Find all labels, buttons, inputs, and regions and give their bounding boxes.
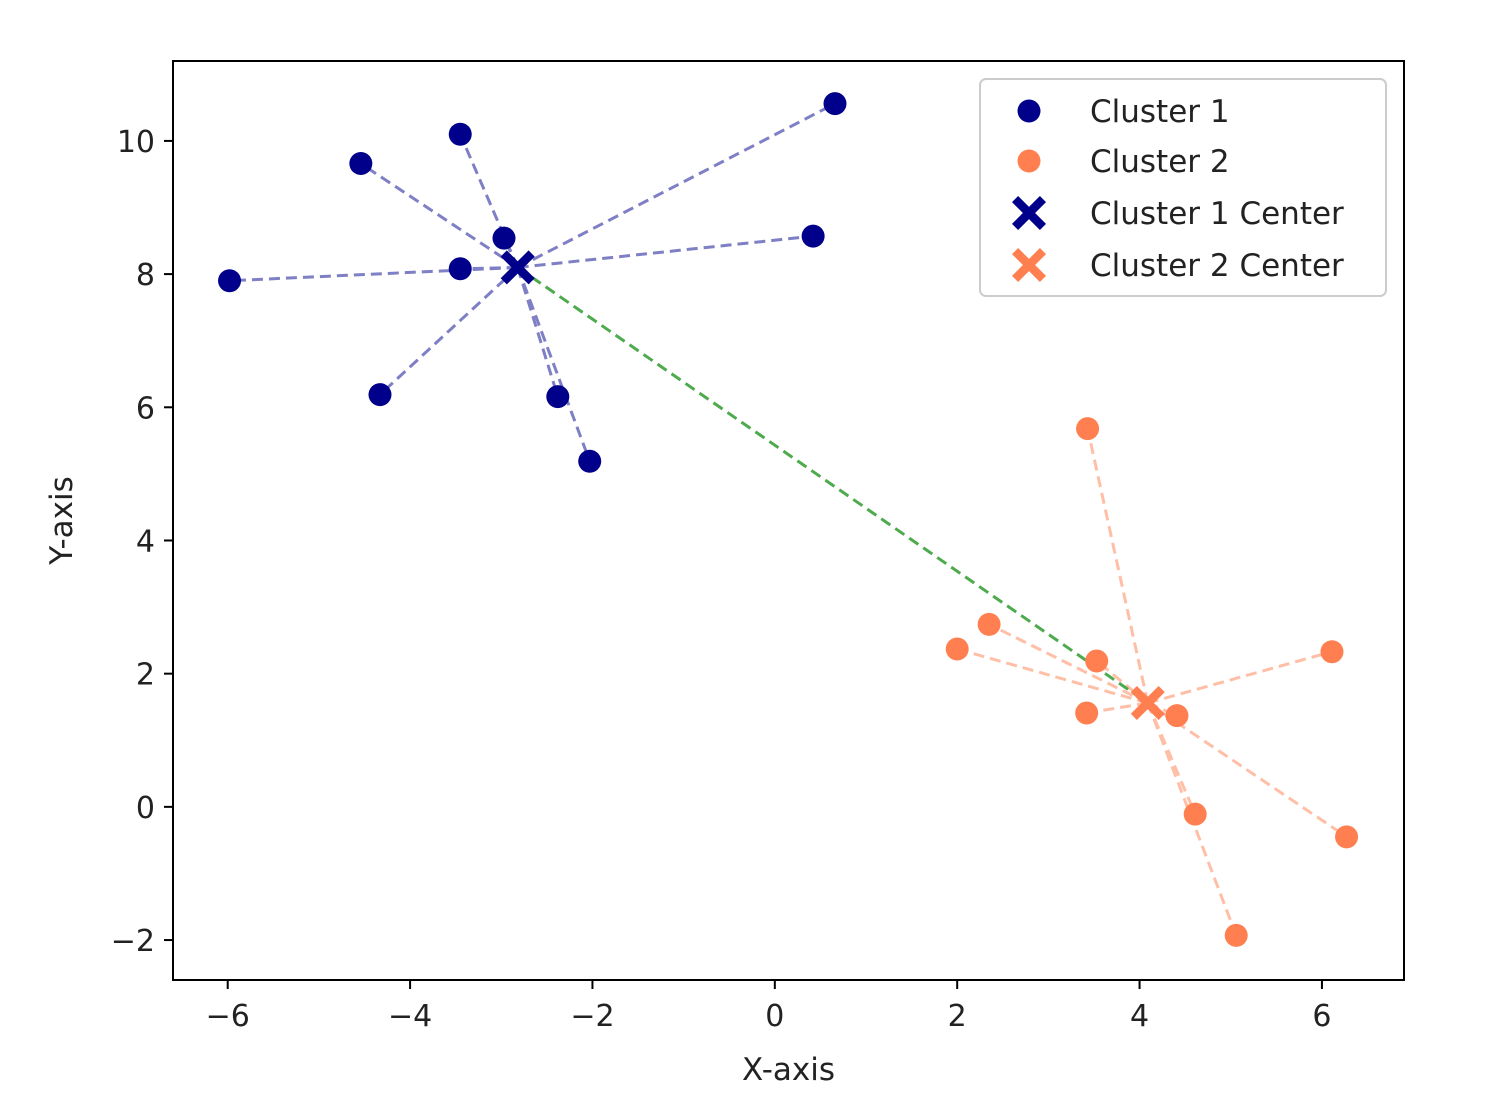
connector-lines (229, 102, 1348, 936)
x-axis-ticks: −6 −4 −2 0 2 4 6 (206, 980, 1331, 1034)
cluster2-point-8 (1183, 802, 1207, 826)
legend-label-1: Cluster 1 (1090, 94, 1230, 130)
cluster2-point-6 (1165, 704, 1189, 728)
legend-label-3: Cluster 1 Center (1090, 196, 1344, 232)
cluster1-point-7 (546, 385, 570, 409)
y-tick-label: −2 (111, 924, 155, 959)
data-points (218, 92, 1359, 947)
cluster2-point-5 (1075, 701, 1099, 725)
x-tick-label: 2 (948, 999, 967, 1034)
connector-line-cluster2-3 (988, 623, 1149, 705)
legend-marker-2 (1017, 149, 1041, 173)
cluster2-point-10 (1224, 923, 1248, 947)
x-tick-label: −4 (388, 999, 432, 1034)
cluster1-point-2 (349, 152, 373, 176)
connector-line-cluster1-10 (516, 102, 836, 269)
x-tick-label: 4 (1130, 999, 1149, 1034)
connector-line-cluster1-1 (229, 265, 518, 283)
cluster2-center-marker (1130, 686, 1165, 720)
cluster1-point-5 (492, 226, 516, 250)
legend: Cluster 1 Cluster 2 Cluster 1 Center Cluste… (979, 78, 1387, 297)
y-tick-label: 2 (136, 658, 155, 693)
x-axis-label: X-axis (742, 1052, 835, 1088)
y-axis-ticks: −2 0 2 4 6 8 10 (111, 125, 173, 959)
x-tick-label: 6 (1312, 999, 1331, 1034)
cluster1-point-3 (448, 122, 472, 146)
y-tick-label: 6 (136, 391, 155, 426)
cluster1-point-10 (823, 92, 847, 116)
x-tick-label: 0 (765, 999, 784, 1034)
y-tick-label: 10 (117, 125, 155, 160)
cluster2-point-1 (1076, 417, 1100, 441)
center-to-center-line (516, 266, 1149, 705)
y-tick-label: 0 (136, 791, 155, 826)
cluster2-point-9 (1335, 825, 1359, 849)
cluster1-point-8 (578, 449, 602, 473)
connector-line-cluster1-4 (460, 265, 518, 271)
cluster2-point-2 (945, 637, 969, 661)
plot-frame (172, 60, 1405, 981)
cluster1-point-9 (801, 224, 825, 248)
cluster2-point-7 (1320, 640, 1344, 664)
cluster-centers (500, 250, 1165, 720)
cluster1-point-4 (448, 257, 472, 281)
cluster1-point-6 (368, 383, 392, 407)
cluster1-point-1 (218, 269, 242, 293)
legend-box (979, 78, 1387, 297)
y-tick-label: 8 (136, 258, 155, 293)
y-axis-label: Y-axis (44, 476, 80, 566)
connector-line-cluster2-1 (1086, 428, 1150, 704)
cluster2-point-4 (1085, 649, 1109, 673)
legend-marker-4 (1012, 248, 1046, 282)
connector-line-cluster1-6 (378, 266, 519, 396)
connector-line-cluster1-2 (360, 162, 519, 269)
connector-line-cluster1-9 (517, 234, 814, 269)
legend-marker-1 (1017, 99, 1041, 123)
connector-line-cluster1-8 (516, 266, 592, 462)
cluster2-point-3 (977, 612, 1001, 636)
legend-marker-3 (1012, 196, 1046, 230)
x-tick-label: −6 (206, 999, 250, 1034)
y-tick-label: 4 (136, 524, 155, 559)
legend-label-4: Cluster 2 Center (1090, 248, 1344, 284)
cluster1-center-marker (500, 250, 535, 285)
connector-line-cluster2-7 (1147, 650, 1333, 705)
x-tick-label: −2 (570, 999, 614, 1034)
legend-label-2: Cluster 2 (1090, 144, 1230, 180)
